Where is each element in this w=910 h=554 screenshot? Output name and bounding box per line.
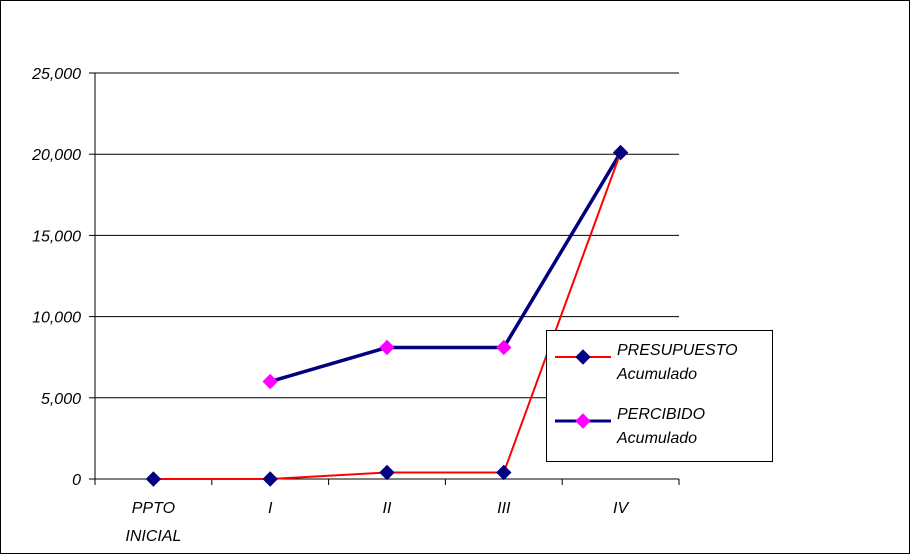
legend-swatch-presupuesto (555, 349, 611, 365)
legend-swatch-percibido (555, 413, 611, 429)
series-point-presupuesto (496, 464, 512, 481)
legend: PRESUPUESTO Acumulado PERCIBIDO Acumulad… (546, 330, 773, 462)
series-point-presupuesto (145, 471, 162, 487)
series-line-percibido (269, 151, 623, 384)
y-tick-label: 5,000 (41, 391, 81, 408)
series-point-percibido (262, 373, 278, 390)
x-tick-label: I (268, 500, 273, 517)
y-tick-label: 20,000 (31, 147, 81, 164)
series-point-presupuesto (379, 464, 395, 481)
y-tick-label: 15,000 (32, 228, 81, 245)
y-tick-label: 10,000 (32, 310, 81, 327)
y-tick-label: 0 (72, 472, 81, 489)
legend-label-presupuesto: PRESUPUESTO Acumulado (617, 342, 738, 383)
y-tick-label: 25,000 (31, 66, 81, 83)
series-point-presupuesto (262, 471, 278, 487)
x-tick-label: III (497, 500, 511, 517)
x-tick-label: IV (613, 500, 629, 517)
x-tick-label: II (383, 500, 392, 517)
series-point-presupuesto (612, 144, 629, 161)
series-markers (145, 144, 629, 487)
series-point-percibido (496, 339, 512, 356)
legend-item-percibido: PERCIBIDO Acumulado (553, 403, 773, 459)
legend-item-presupuesto: PRESUPUESTO Acumulado (553, 339, 773, 395)
series-point-percibido (379, 339, 395, 356)
x-tick-label: PPTO INICIAL (125, 500, 181, 545)
y-tick-labels: 0 5,000 10,000 15,000 20,000 25,000 (31, 66, 81, 489)
legend-label-percibido: PERCIBIDO Acumulado (617, 406, 706, 447)
